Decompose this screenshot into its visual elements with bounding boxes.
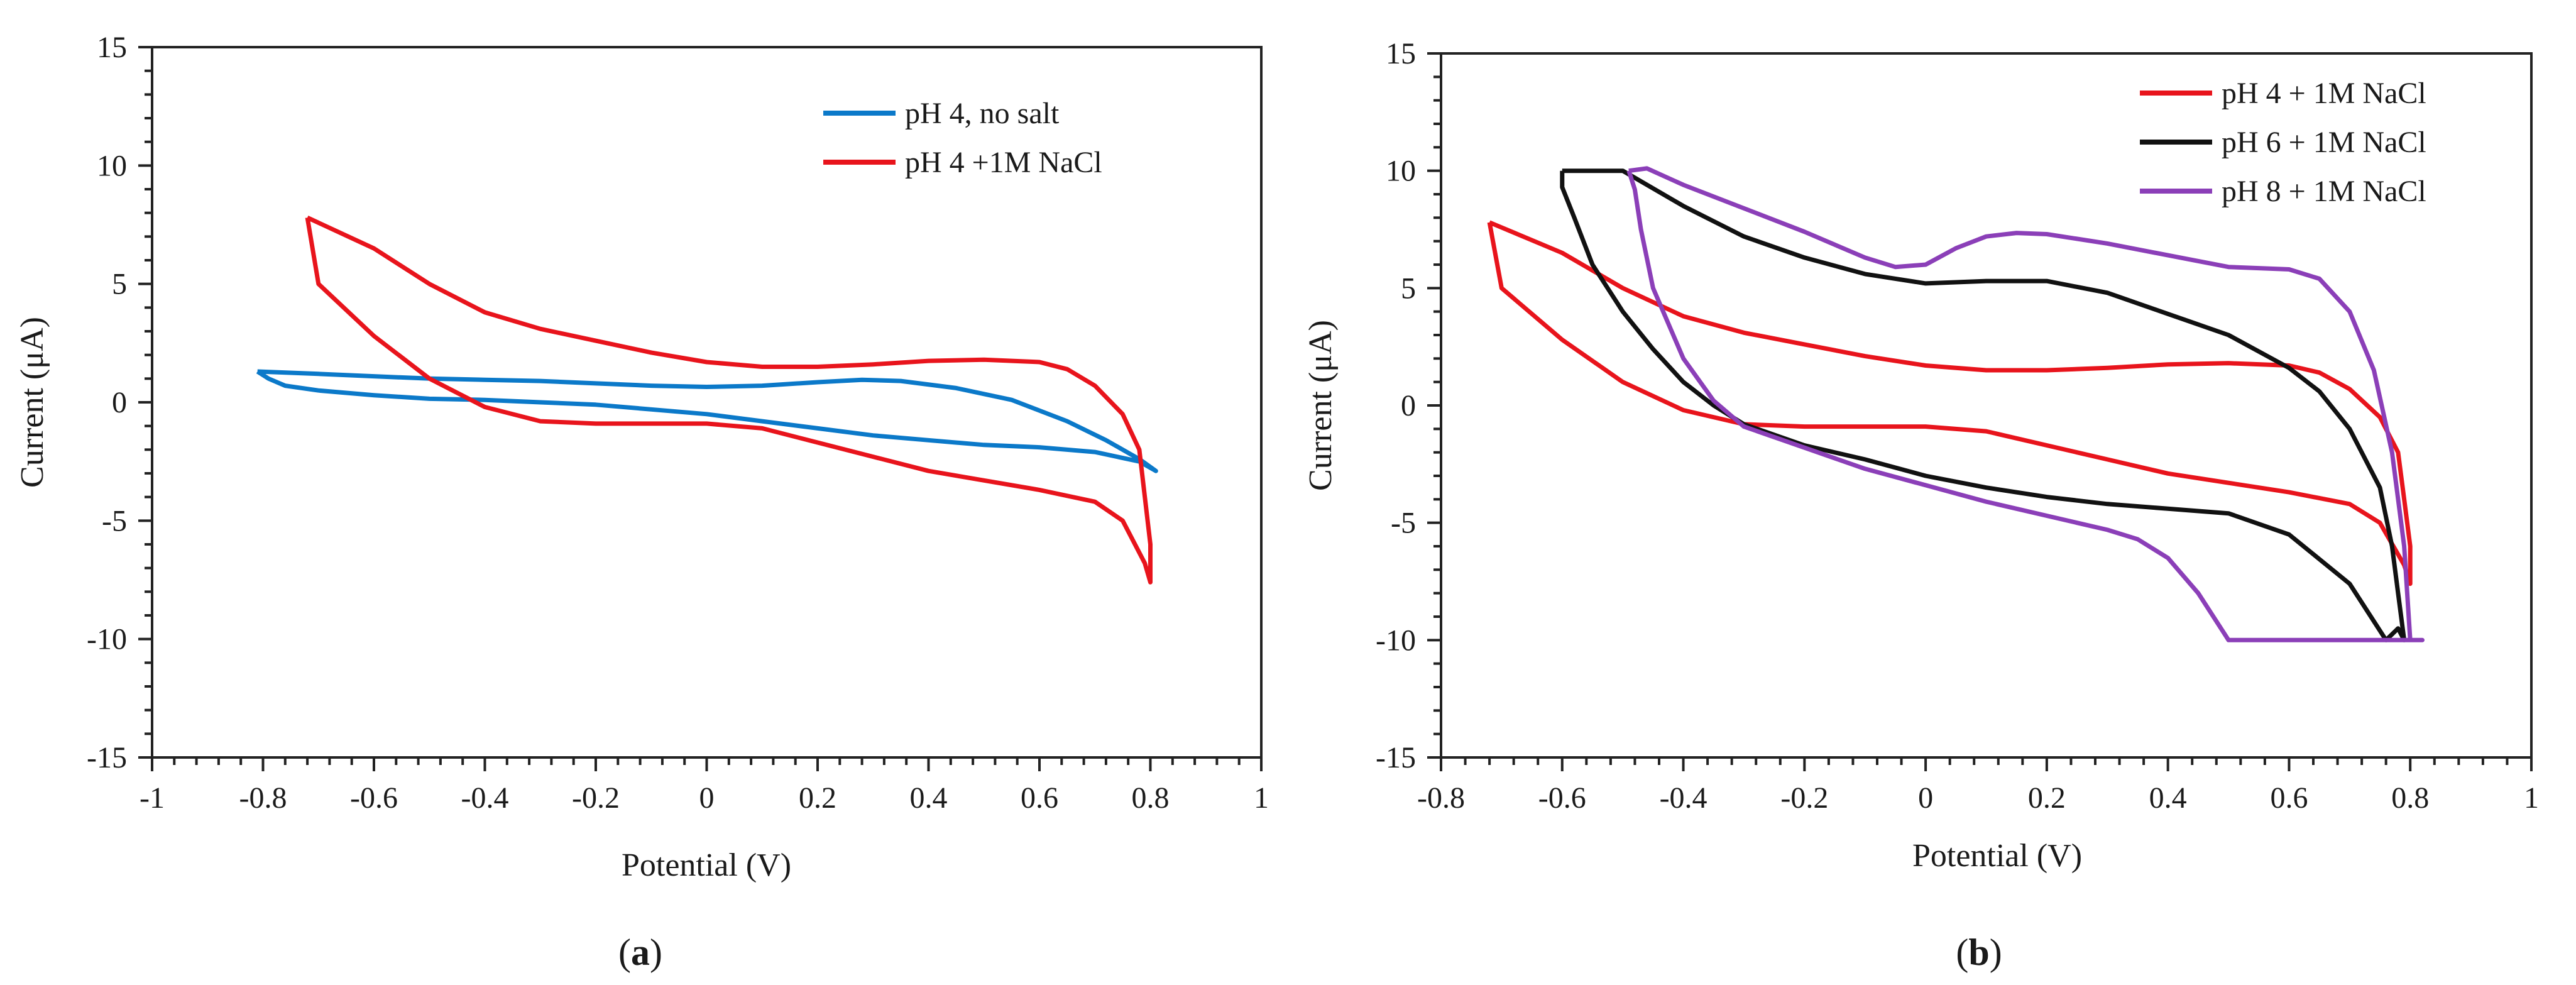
legend-label: pH 8 + 1M NaCl — [2222, 175, 2426, 208]
caption-b: (b) — [1956, 932, 2002, 973]
legend-a: pH 4, no salt pH 4 +1M NaCl — [823, 97, 1102, 179]
series-line-ph4-nacl — [305, 216, 1153, 585]
x-tick-label: -0.4 — [1660, 781, 1707, 815]
y-tick-label: -10 — [87, 623, 127, 656]
panel-b: -0.8 -0.6 -0.4 -0.2 0 0.2 0.4 0.6 0.8 1 … — [1303, 37, 2539, 973]
series-a — [256, 216, 1158, 585]
y-tick-label: 5 — [112, 268, 127, 301]
series-line-ph4-no-salt — [256, 369, 1158, 473]
x-tick-label: -0.6 — [1538, 781, 1586, 815]
x-axis-title-a: Potential (V) — [622, 847, 791, 883]
y-tick-label: 10 — [97, 149, 127, 182]
y-tick-label: 15 — [1386, 37, 1416, 70]
caption-letter: b — [1968, 932, 1989, 973]
x-tick-label: 0.8 — [2391, 781, 2429, 815]
series-line-ph6-nacl — [1560, 168, 2407, 642]
caption-close: ) — [1990, 932, 2002, 973]
ticks-a — [138, 46, 1263, 771]
x-axis-title-b: Potential (V) — [1912, 838, 2082, 874]
x-tick-label: 1 — [2524, 781, 2539, 815]
caption-close: ) — [650, 932, 662, 973]
y-tick-label: -5 — [102, 504, 127, 537]
x-tick-label: 1 — [1254, 781, 1269, 815]
x-tick-label: 0.4 — [2149, 781, 2187, 815]
y-tick-label: -15 — [1376, 741, 1416, 774]
y-tick-label: -15 — [87, 741, 127, 774]
ticks-b — [1427, 52, 2533, 771]
y-tick-label: 10 — [1386, 155, 1416, 188]
x-tick-labels-b: -0.8 -0.6 -0.4 -0.2 0 0.2 0.4 0.6 0.8 1 — [1417, 781, 2539, 815]
series-line-ph8-nacl — [1626, 166, 2425, 642]
x-tick-label: 0 — [1918, 781, 1933, 815]
legend-label: pH 4, no salt — [905, 97, 1060, 130]
y-axis-title-b: Current (μA) — [1303, 320, 1339, 491]
y-tick-label: 15 — [97, 31, 127, 64]
x-tick-label: 0.8 — [1132, 781, 1170, 815]
x-tick-label: -0.8 — [239, 781, 287, 815]
caption-a: (a) — [618, 932, 662, 973]
y-tick-label: 0 — [112, 386, 127, 419]
y-tick-labels-a: -15 -10 -5 0 5 10 15 — [87, 31, 127, 774]
y-axis-title-a: Current (μA) — [14, 317, 50, 488]
x-tick-label: 0 — [699, 781, 715, 815]
y-tick-label: 0 — [1401, 389, 1416, 422]
legend-b: pH 4 + 1M NaCl pH 6 + 1M NaCl pH 8 + 1M … — [2140, 77, 2426, 208]
x-tick-label: 0.6 — [1021, 781, 1058, 815]
caption-letter: a — [631, 932, 650, 973]
panel-a: -1 -0.8 -0.6 -0.4 -0.2 0 0.2 0.4 0.6 0.8… — [14, 31, 1269, 973]
x-tick-label: -0.8 — [1417, 781, 1465, 815]
series-b — [1487, 166, 2425, 642]
y-tick-label: 5 — [1401, 272, 1416, 305]
legend-label: pH 4 +1M NaCl — [905, 146, 1102, 179]
caption-open: ( — [618, 932, 631, 973]
x-tick-label: 0.4 — [910, 781, 948, 815]
x-tick-label: 0.6 — [2270, 781, 2308, 815]
legend-label: pH 6 + 1M NaCl — [2222, 126, 2426, 159]
x-tick-label: -0.4 — [461, 781, 509, 815]
x-tick-label: -0.2 — [1780, 781, 1828, 815]
series-line-ph4-nacl — [1487, 220, 2413, 586]
x-tick-label: -1 — [140, 781, 165, 815]
x-tick-label: 0.2 — [2028, 781, 2066, 815]
x-tick-label: 0.2 — [799, 781, 836, 815]
y-tick-label: -5 — [1391, 507, 1416, 540]
x-tick-labels-a: -1 -0.8 -0.6 -0.4 -0.2 0 0.2 0.4 0.6 0.8… — [140, 781, 1269, 815]
legend-label: pH 4 + 1M NaCl — [2222, 77, 2426, 110]
x-tick-label: -0.6 — [350, 781, 398, 815]
x-tick-label: -0.2 — [572, 781, 620, 815]
caption-open: ( — [1956, 932, 1968, 973]
y-tick-label: -10 — [1376, 624, 1416, 657]
y-tick-labels-b: -15 -10 -5 0 5 10 15 — [1376, 37, 1416, 774]
